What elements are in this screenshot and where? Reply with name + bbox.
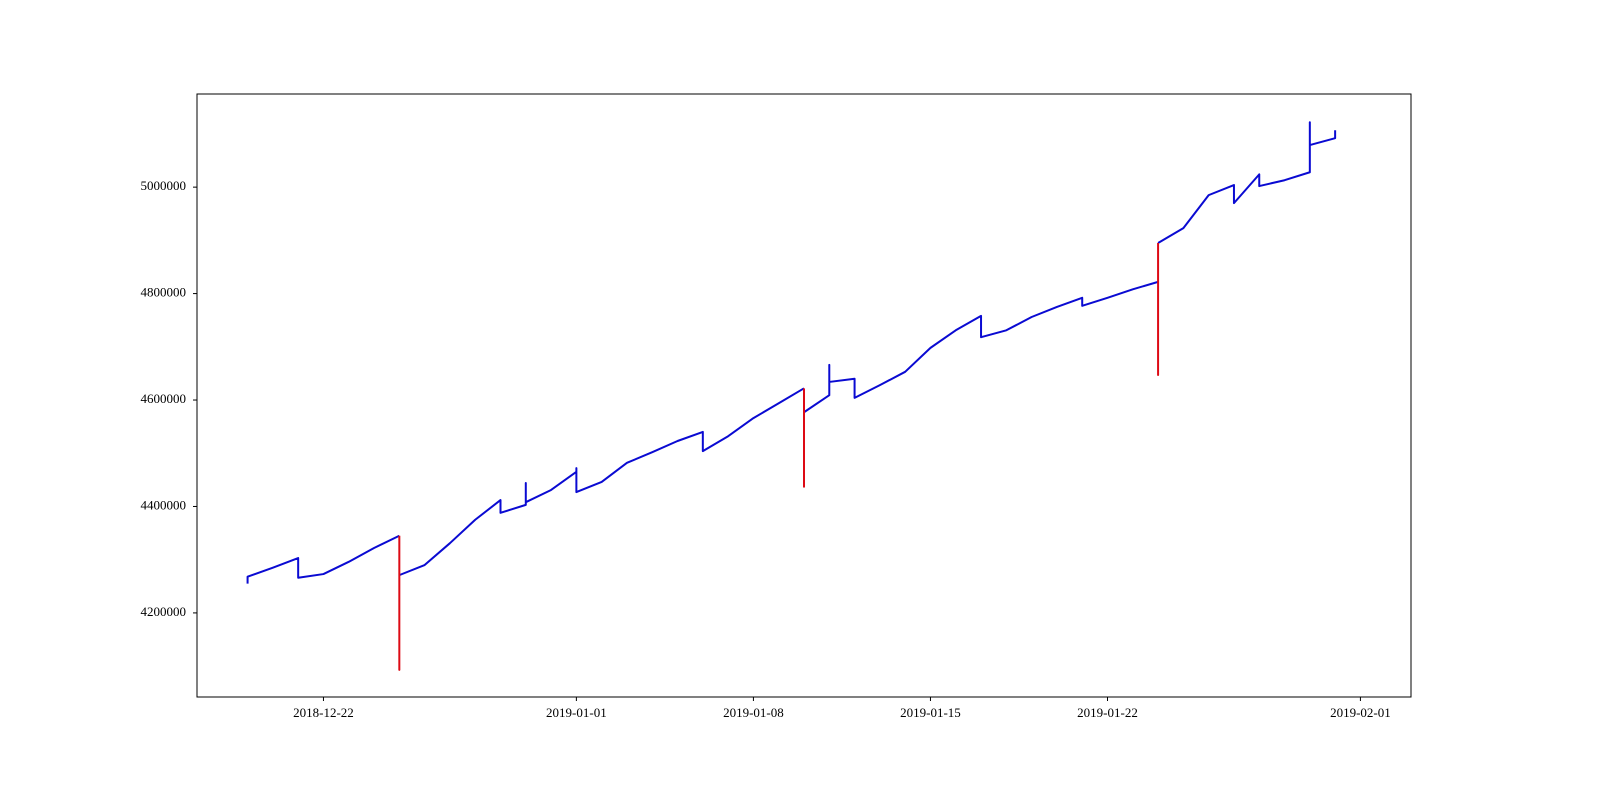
x-tick-label: 2019-01-22: [1077, 705, 1138, 720]
plot-frame: [196, 93, 1412, 698]
x-tick-label: 2019-01-01: [546, 705, 607, 720]
y-tick-label: 4600000: [141, 391, 187, 406]
x-tick-label: 2019-01-15: [900, 705, 961, 720]
data-line: [398, 243, 1160, 671]
x-tick-label: 2019-01-08: [723, 705, 784, 720]
x-tick-label: 2019-02-01: [1330, 705, 1391, 720]
y-tick-label: 5000000: [141, 178, 187, 193]
y-tick-label: 4400000: [141, 497, 187, 512]
data-line: [246, 121, 1337, 584]
y-tick-label: 4800000: [141, 285, 187, 300]
x-tick-label: 2018-12-22: [293, 705, 354, 720]
y-tick-label: 4200000: [141, 604, 187, 619]
